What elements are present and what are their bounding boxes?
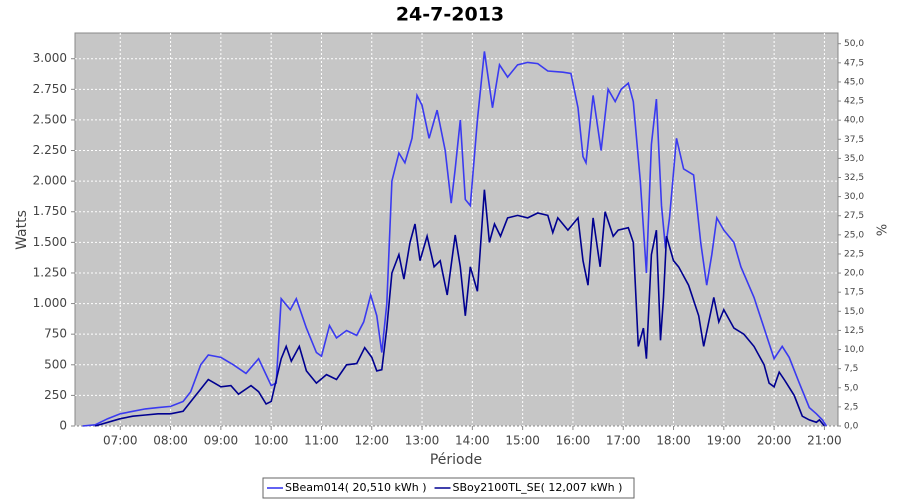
y-axis-label: Watts bbox=[14, 210, 30, 250]
y2-tick-label: 32,5 bbox=[844, 173, 864, 183]
x-tick-label: 15:00 bbox=[505, 434, 540, 448]
y2-tick-label: 7,5 bbox=[844, 364, 858, 374]
series-line bbox=[94, 189, 826, 427]
x-tick-label: 07:00 bbox=[103, 434, 138, 448]
y-tick-label: 250 bbox=[44, 388, 67, 402]
y-tick-label: 500 bbox=[44, 357, 67, 371]
y-tick-label: 2.250 bbox=[33, 143, 67, 157]
y-tick-label: 2.500 bbox=[33, 112, 67, 126]
y-tick-label: 1.750 bbox=[33, 204, 67, 218]
x-tick-label: 13:00 bbox=[405, 434, 440, 448]
y2-tick-label: 25,0 bbox=[844, 230, 864, 240]
y2-tick-label: 17,5 bbox=[844, 288, 864, 298]
y-tick-label: 1.500 bbox=[33, 235, 67, 249]
legend-label: SBoy2100TL_SE( 12,007 kWh ) bbox=[453, 481, 623, 494]
x-tick-label: 11:00 bbox=[304, 434, 339, 448]
y-tick-label: 3.000 bbox=[33, 51, 67, 65]
plot-area bbox=[74, 32, 839, 427]
y-tick-label: 0 bbox=[59, 419, 67, 433]
y2-tick-label: 27,5 bbox=[844, 211, 864, 221]
x-tick-label: 09:00 bbox=[204, 434, 239, 448]
y2-tick-label: 15,0 bbox=[844, 307, 864, 317]
x-tick-label: 10:00 bbox=[254, 434, 289, 448]
y2-tick-label: 10,0 bbox=[844, 345, 864, 355]
y2-tick-label: 30,0 bbox=[844, 192, 864, 202]
y2-tick-label: 45,0 bbox=[844, 77, 864, 87]
x-tick-label: 21:00 bbox=[807, 434, 842, 448]
chart-title: 24-7-2013 bbox=[396, 4, 504, 26]
x-tick-label: 12:00 bbox=[354, 434, 389, 448]
y2-tick-label: 37,5 bbox=[844, 135, 864, 145]
x-tick-label: 18:00 bbox=[656, 434, 691, 448]
y2-tick-label: 35,0 bbox=[844, 154, 864, 164]
legend-label: SBeam014( 20,510 kWh ) bbox=[285, 481, 427, 494]
x-tick-label: 14:00 bbox=[455, 434, 490, 448]
y2-tick-label: 0,0 bbox=[844, 422, 859, 432]
x-tick-label: 16:00 bbox=[556, 434, 591, 448]
y2-tick-label: 40,0 bbox=[844, 116, 864, 126]
x-axis-label: Période bbox=[430, 452, 482, 468]
y-tick-label: 2.750 bbox=[33, 82, 67, 96]
x-tick-label: 20:00 bbox=[757, 434, 792, 448]
y2-tick-label: 22,5 bbox=[844, 249, 864, 259]
x-tick-label: 08:00 bbox=[153, 434, 188, 448]
y2-axis-label: % bbox=[873, 224, 888, 236]
y2-tick-label: 20,0 bbox=[844, 269, 864, 279]
y2-tick-label: 12,5 bbox=[844, 326, 864, 336]
y2-tick-label: 2,5 bbox=[844, 402, 858, 412]
y2-tick-label: 47,5 bbox=[844, 58, 864, 68]
x-tick-label: 17:00 bbox=[606, 434, 641, 448]
y2-tick-label: 42,5 bbox=[844, 97, 864, 107]
y2-tick-label: 50,0 bbox=[844, 39, 864, 49]
x-tick-label: 19:00 bbox=[707, 434, 742, 448]
y-tick-label: 2.000 bbox=[33, 174, 67, 188]
y-tick-label: 750 bbox=[44, 327, 67, 341]
y2-tick-label: 5,0 bbox=[844, 383, 859, 393]
y-tick-label: 1.000 bbox=[33, 296, 67, 310]
y-tick-label: 1.250 bbox=[33, 265, 67, 279]
series-line bbox=[82, 51, 828, 427]
